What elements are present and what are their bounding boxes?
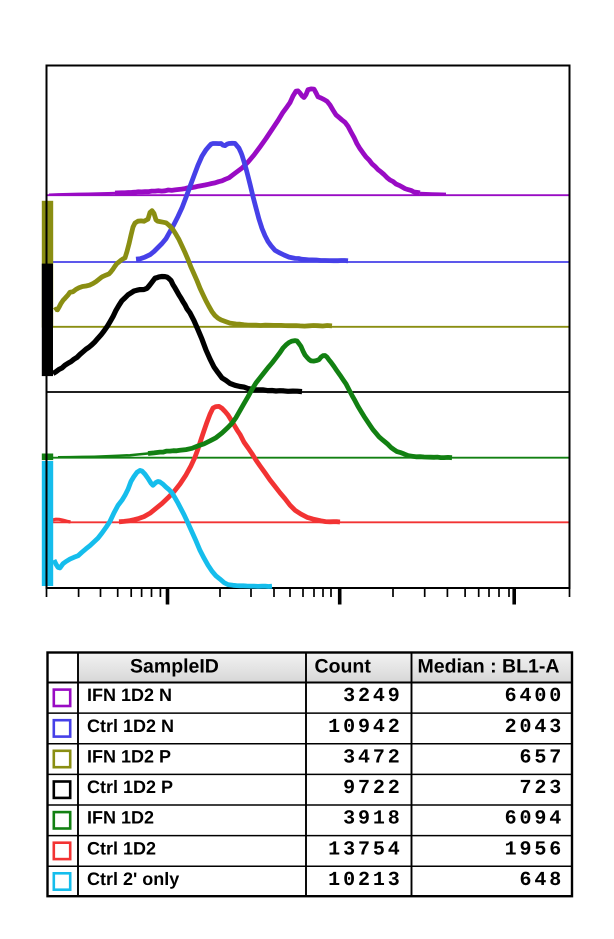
svg-text:IFN 1D2 N: IFN 1D2 N [87, 685, 172, 705]
svg-text:Ctrl 1D2: Ctrl 1D2 [87, 838, 156, 858]
svg-text:6400: 6400 [505, 685, 565, 708]
svg-text:IFN 1D2 P: IFN 1D2 P [87, 746, 171, 766]
svg-text:3249: 3249 [343, 685, 403, 708]
svg-text:2043: 2043 [505, 716, 565, 739]
svg-text:Count: Count [315, 655, 372, 677]
svg-text:723: 723 [519, 777, 564, 800]
svg-text:Ctrl 2' only: Ctrl 2' only [87, 869, 179, 889]
svg-text:648: 648 [519, 869, 564, 892]
svg-text:9722: 9722 [343, 777, 403, 800]
svg-text:IFN 1D2: IFN 1D2 [87, 808, 154, 828]
svg-text:3472: 3472 [343, 746, 403, 769]
svg-text:Median : BL1-A: Median : BL1-A [418, 655, 560, 677]
svg-text:10213: 10213 [328, 869, 403, 892]
svg-text:13754: 13754 [328, 838, 403, 861]
svg-text:3918: 3918 [343, 808, 403, 831]
svg-text:Ctrl 1D2 P: Ctrl 1D2 P [87, 777, 173, 797]
svg-text:SampleID: SampleID [130, 655, 219, 677]
svg-text:6094: 6094 [505, 808, 565, 831]
svg-text:Ctrl 1D2 N: Ctrl 1D2 N [87, 716, 174, 736]
svg-text:10942: 10942 [328, 716, 403, 739]
svg-text:1956: 1956 [505, 838, 565, 861]
svg-text:657: 657 [519, 746, 564, 769]
